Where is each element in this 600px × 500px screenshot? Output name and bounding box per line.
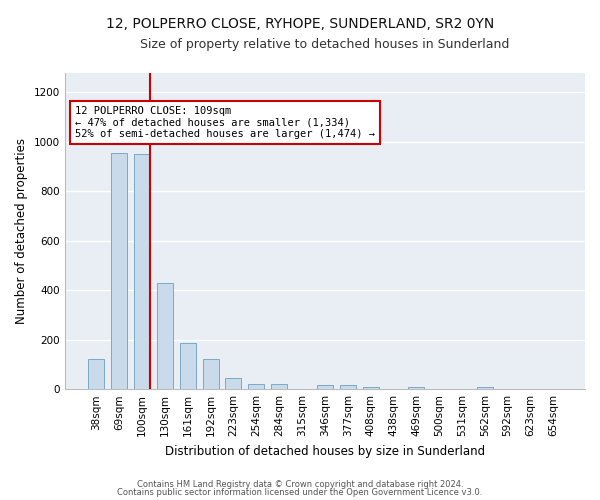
Bar [226, 378, 241, 389]
Bar [203, 360, 218, 389]
X-axis label: Distribution of detached houses by size in Sunderland: Distribution of detached houses by size … [165, 444, 485, 458]
Bar [362, 386, 379, 389]
Text: 12 POLPERRO CLOSE: 109sqm
← 47% of detached houses are smaller (1,334)
52% of se: 12 POLPERRO CLOSE: 109sqm ← 47% of detac… [75, 106, 375, 139]
Bar [408, 386, 424, 389]
Bar [477, 386, 493, 389]
Text: Contains HM Land Registry data © Crown copyright and database right 2024.: Contains HM Land Registry data © Crown c… [137, 480, 463, 489]
Bar [157, 283, 173, 389]
Bar [340, 384, 356, 389]
Bar [248, 384, 264, 389]
Bar [317, 386, 333, 389]
Bar [111, 153, 127, 389]
Bar [88, 360, 104, 389]
Text: 12, POLPERRO CLOSE, RYHOPE, SUNDERLAND, SR2 0YN: 12, POLPERRO CLOSE, RYHOPE, SUNDERLAND, … [106, 18, 494, 32]
Text: Contains public sector information licensed under the Open Government Licence v3: Contains public sector information licen… [118, 488, 482, 497]
Y-axis label: Number of detached properties: Number of detached properties [15, 138, 28, 324]
Bar [180, 344, 196, 389]
Title: Size of property relative to detached houses in Sunderland: Size of property relative to detached ho… [140, 38, 509, 51]
Bar [134, 154, 150, 389]
Bar [271, 384, 287, 389]
